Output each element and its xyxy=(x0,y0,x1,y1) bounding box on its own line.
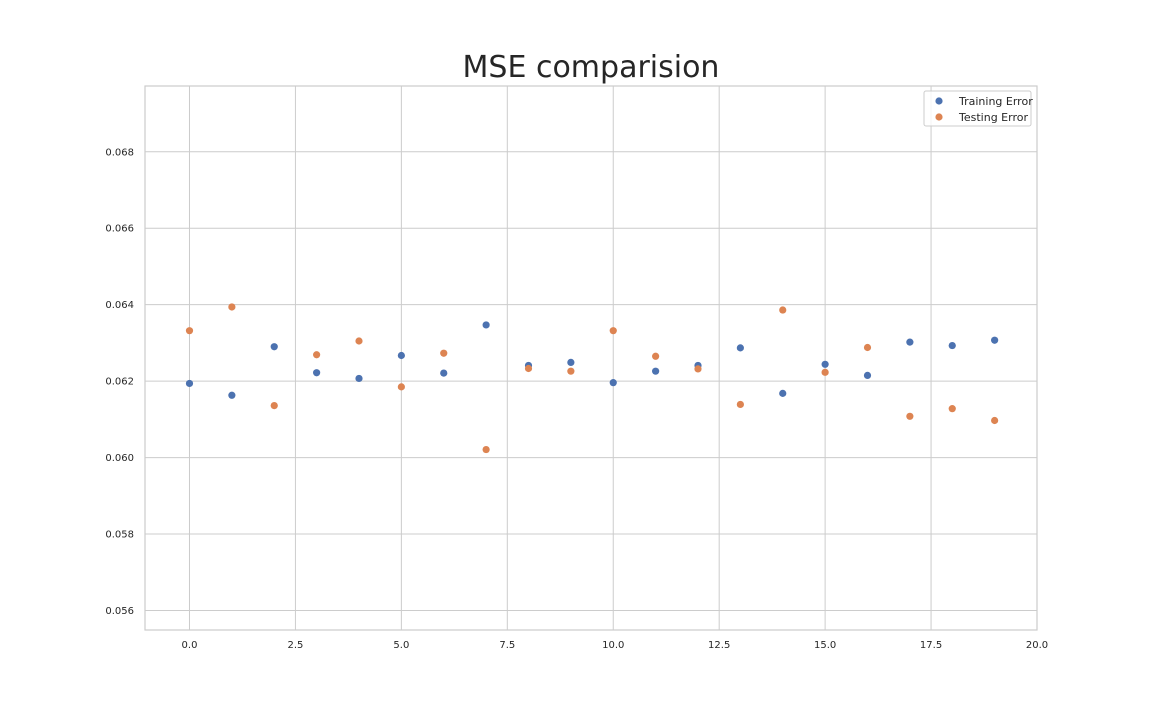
data-point xyxy=(906,412,914,420)
data-point xyxy=(652,352,660,360)
data-point xyxy=(270,401,278,410)
legend-marker xyxy=(935,113,943,121)
data-point xyxy=(228,303,236,311)
y-tick-label: 0.062 xyxy=(105,377,134,388)
data-point xyxy=(863,371,872,379)
legend-marker xyxy=(935,97,943,105)
data-point xyxy=(313,351,321,359)
x-tick-label: 7.5 xyxy=(499,640,515,651)
data-point xyxy=(863,343,872,352)
x-tick-label: 10.0 xyxy=(602,640,624,651)
data-point xyxy=(397,351,405,360)
plot-frame xyxy=(144,85,1038,631)
x-tick-label: 15.0 xyxy=(814,640,836,651)
data-point xyxy=(991,336,999,344)
data-point xyxy=(652,367,660,375)
data-point xyxy=(821,360,829,368)
data-point xyxy=(948,341,956,350)
y-tick-label: 0.064 xyxy=(105,300,134,311)
chart-title: MSE comparision xyxy=(462,50,720,85)
y-tick-label: 0.056 xyxy=(105,606,134,617)
x-tick-label: 0.0 xyxy=(182,640,198,651)
data-point xyxy=(821,368,829,376)
data-point xyxy=(694,365,702,373)
data-point xyxy=(482,445,490,454)
data-point xyxy=(270,343,278,351)
data-point xyxy=(609,327,617,335)
data-point xyxy=(736,344,744,352)
data-point xyxy=(567,367,575,375)
data-point xyxy=(440,369,448,377)
grid-lines xyxy=(145,86,1037,630)
data-point xyxy=(482,321,490,329)
y-tick-labels: 0.056 0.058 0.060 0.062 0.064 0.066 0.068 xyxy=(105,147,134,617)
legend-entry: Testing Error xyxy=(958,111,1028,124)
data-point xyxy=(185,379,194,388)
data-point xyxy=(609,379,617,387)
y-tick-label: 0.060 xyxy=(105,453,134,464)
plot-background xyxy=(145,86,1037,630)
data-point xyxy=(567,358,575,366)
data-point xyxy=(779,389,787,397)
y-tick-label: 0.058 xyxy=(105,530,134,541)
x-tick-labels: 0.0 2.5 5.0 7.5 10.0 12.5 15.0 17.5 20.0 xyxy=(182,640,1049,651)
data-point xyxy=(991,416,999,425)
data-point xyxy=(524,364,533,373)
data-point xyxy=(355,374,363,383)
data-point xyxy=(948,405,956,413)
x-tick-label: 5.0 xyxy=(393,640,409,651)
data-point xyxy=(906,338,914,346)
data-point xyxy=(779,306,787,314)
legend-box xyxy=(923,90,1032,127)
data-point xyxy=(313,369,321,377)
data-point xyxy=(736,400,744,409)
data-point xyxy=(185,327,194,335)
legend: Training Error Testing Error xyxy=(923,90,1033,127)
series-training-error xyxy=(185,321,999,399)
y-tick-label: 0.068 xyxy=(105,147,134,158)
data-point xyxy=(228,391,236,399)
data-point xyxy=(397,383,405,391)
x-tick-label: 20.0 xyxy=(1026,640,1048,651)
x-tick-label: 12.5 xyxy=(708,640,730,651)
data-point xyxy=(440,349,448,357)
x-tick-label: 17.5 xyxy=(920,640,942,651)
legend-entry: Training Error xyxy=(958,95,1033,108)
x-tick-label: 2.5 xyxy=(287,640,303,651)
series-testing-error xyxy=(185,303,999,454)
data-points xyxy=(185,303,999,454)
y-tick-label: 0.066 xyxy=(105,224,134,235)
data-point xyxy=(355,337,363,345)
